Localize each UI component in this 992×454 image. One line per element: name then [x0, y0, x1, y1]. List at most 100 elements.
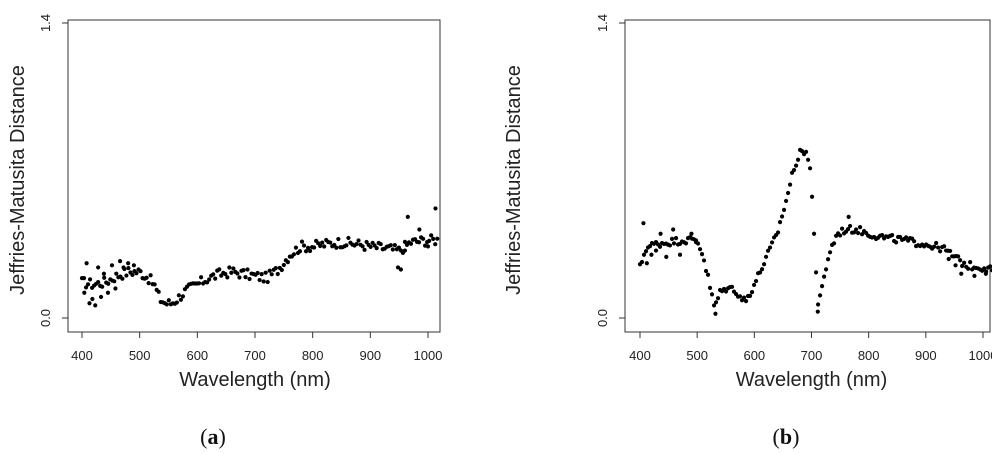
data-point	[87, 277, 93, 282]
data-point	[301, 243, 307, 248]
data-point	[851, 230, 857, 235]
data-point	[261, 279, 266, 284]
data-point	[846, 214, 851, 219]
data-point	[303, 249, 309, 254]
chart-panel-a: 400 500 600 700 800 900 1000 0.0 1.4 Wavelength (…	[7, 14, 442, 449]
x-tick-label: 400	[71, 348, 93, 363]
data-point	[138, 269, 143, 274]
data-point	[803, 149, 809, 154]
data-point	[753, 278, 759, 284]
data-point	[904, 235, 909, 240]
y-tick-label: 0.0	[595, 309, 610, 327]
data-point	[120, 276, 125, 281]
x-tick-label: 500	[686, 348, 708, 363]
data-point	[693, 240, 699, 245]
data-point	[859, 232, 865, 237]
data-point	[845, 226, 851, 232]
data-point	[90, 296, 95, 302]
data-point	[709, 292, 715, 297]
data-point	[959, 271, 964, 276]
data-point	[322, 244, 327, 249]
data-point	[683, 241, 689, 246]
data-point	[747, 293, 753, 298]
x-tick-label: 600	[186, 348, 208, 363]
data-point	[87, 301, 92, 306]
data-point	[285, 260, 290, 265]
data-point	[431, 236, 436, 241]
data-point	[855, 230, 861, 236]
data-point	[741, 295, 747, 300]
data-point	[198, 275, 204, 280]
data-point	[743, 298, 749, 304]
x-tick-label: 400	[629, 348, 651, 363]
data-point	[320, 240, 325, 245]
x-tick-label: 500	[129, 348, 151, 363]
data-point	[156, 289, 161, 294]
data-point	[102, 275, 107, 280]
data-point	[711, 303, 717, 308]
data-point	[124, 273, 129, 278]
data-point	[405, 214, 410, 219]
data-point	[912, 239, 917, 244]
data-point	[398, 267, 403, 272]
data-point	[117, 259, 123, 264]
plot-frame	[624, 19, 991, 333]
data-point	[821, 274, 827, 279]
data-point	[815, 302, 821, 307]
data-point	[420, 236, 426, 241]
data-point	[707, 285, 713, 290]
data-point	[259, 272, 264, 277]
data-point	[281, 262, 286, 268]
data-point	[247, 276, 252, 282]
data-point	[334, 245, 339, 250]
data-point	[641, 221, 646, 226]
data-point	[166, 298, 171, 303]
data-point	[701, 258, 707, 263]
data-point	[723, 289, 729, 294]
data-point	[205, 280, 210, 285]
data-point	[953, 263, 958, 268]
data-point	[809, 194, 815, 199]
data-points	[637, 147, 992, 316]
data-point	[960, 263, 965, 269]
data-point	[647, 244, 653, 249]
data-point	[328, 240, 333, 245]
data-point	[673, 235, 679, 241]
data-point	[815, 309, 820, 314]
data-point	[982, 266, 987, 271]
data-point	[336, 236, 341, 242]
data-point	[395, 265, 401, 270]
data-point	[227, 265, 232, 270]
y-axis: 0.0 1.4	[595, 14, 625, 327]
data-point	[649, 252, 654, 257]
x-tick-label: 800	[302, 348, 324, 363]
data-point	[279, 267, 284, 273]
data-point	[713, 300, 719, 305]
data-point	[932, 244, 937, 249]
data-point	[211, 272, 216, 277]
data-point	[831, 241, 837, 246]
data-point	[644, 261, 649, 266]
data-point	[972, 273, 977, 278]
data-point	[354, 241, 359, 247]
data-point	[307, 248, 313, 254]
data-point	[827, 250, 833, 255]
data-point	[291, 252, 297, 257]
data-point	[178, 297, 183, 302]
data-point	[699, 252, 705, 257]
data-point	[390, 247, 395, 252]
data-point	[671, 227, 676, 232]
data-point	[237, 275, 242, 280]
data-point	[388, 243, 393, 248]
data-point	[105, 290, 111, 295]
data-point	[305, 245, 311, 251]
data-point	[275, 271, 280, 277]
data-point	[988, 264, 992, 269]
data-point	[144, 275, 149, 280]
data-point	[775, 230, 781, 235]
data-point	[737, 294, 743, 299]
data-point	[130, 272, 135, 278]
x-tick-label: 600	[743, 348, 765, 363]
data-point	[837, 233, 843, 238]
data-point	[297, 249, 303, 254]
